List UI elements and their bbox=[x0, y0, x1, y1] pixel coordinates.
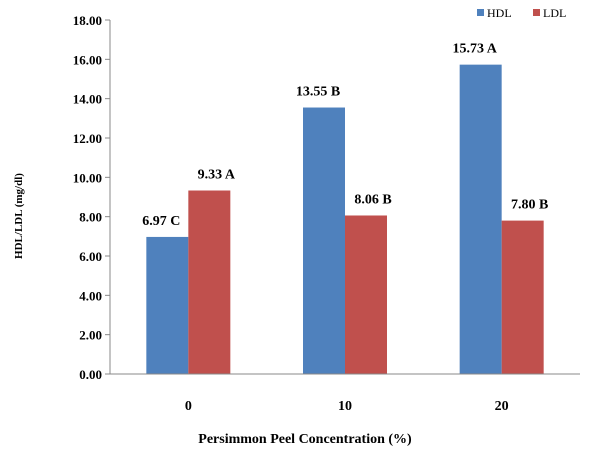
x-axis-ticks: 0 10 20 bbox=[185, 399, 509, 414]
data-label-ldl-10: 8.06 B bbox=[354, 192, 391, 207]
y-tick-label: 6.00 bbox=[79, 249, 102, 264]
data-labels: 6.97 C 9.33 A 13.55 B 8.06 B 15.73 A 7.80 B bbox=[142, 42, 548, 229]
x-axis-title: Persimmon Peel Concentration (%) bbox=[198, 432, 412, 447]
data-label-ldl-0: 9.33 A bbox=[198, 168, 236, 183]
legend: HDL LDL bbox=[477, 6, 566, 20]
y-tick-label: 8.00 bbox=[79, 210, 102, 225]
bar-ldl-10 bbox=[345, 215, 387, 374]
legend-label-hdl: HDL bbox=[487, 6, 512, 20]
data-label-hdl-20: 15.73 A bbox=[452, 42, 497, 57]
bar-ldl-0 bbox=[188, 190, 231, 374]
data-label-hdl-10: 13.55 B bbox=[296, 85, 340, 100]
x-tick-label: 20 bbox=[495, 399, 509, 414]
bars bbox=[146, 64, 544, 375]
y-tick-label: 18.00 bbox=[73, 13, 102, 28]
bar-hdl-20 bbox=[459, 64, 502, 374]
x-tick-label: 10 bbox=[338, 399, 352, 414]
legend-label-ldl: LDL bbox=[543, 6, 566, 20]
y-tick-label: 2.00 bbox=[79, 328, 102, 343]
y-axis-title: HDL/LDL (mg/dl) bbox=[13, 173, 25, 259]
y-tick-label: 0.00 bbox=[79, 367, 102, 382]
bar-hdl-0 bbox=[146, 236, 189, 374]
y-tick-label: 4.00 bbox=[79, 288, 102, 303]
y-tick-label: 12.00 bbox=[73, 131, 102, 146]
y-tick-label: 10.00 bbox=[73, 170, 102, 185]
bar-hdl-10 bbox=[303, 107, 345, 375]
legend-swatch-hdl bbox=[477, 9, 484, 16]
y-axis-ticks: 0.00 2.00 4.00 6.00 8.00 10.00 12.00 14.00 16.00… bbox=[73, 13, 110, 382]
legend-swatch-ldl bbox=[533, 9, 540, 16]
bar-ldl-20 bbox=[501, 220, 544, 374]
y-tick-label: 16.00 bbox=[73, 52, 102, 67]
y-tick-label: 14.00 bbox=[73, 92, 102, 107]
data-label-hdl-0: 6.97 C bbox=[142, 214, 180, 229]
data-label-ldl-20: 7.80 B bbox=[511, 198, 548, 213]
x-tick-label: 0 bbox=[185, 399, 192, 414]
